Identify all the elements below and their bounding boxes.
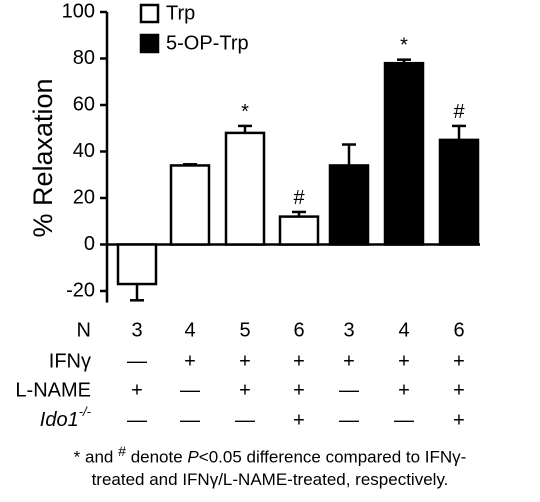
bar (224, 131, 266, 246)
row-label: Ido1-/- (40, 404, 92, 431)
y-tick-label: 80 (73, 47, 95, 69)
row-cell: — (235, 409, 255, 431)
y-tick-label: 60 (73, 93, 95, 115)
row-cell: — (180, 379, 200, 401)
footnote-text-2: denote (125, 447, 188, 467)
y-tick-label: 20 (73, 186, 95, 208)
row-cell: — (339, 379, 359, 401)
row-cell: 5 (239, 319, 250, 341)
row-cell: — (127, 350, 147, 372)
significance-mark: * (241, 101, 249, 123)
bar (383, 61, 425, 246)
condition-table: N 3 4 5 6 3 4 6 IFNγ — + + + + + + L-NAME + — + + — + + Ido1-/- —… (15, 319, 464, 431)
bar (328, 164, 370, 246)
row-label-superscript: -/- (79, 404, 92, 419)
relaxation-chart: -20 0 20 40 60 80 100 * # * # Trp 5-OP-Trp N 3 4 5 6 3 4… (15, 0, 480, 431)
significance-mark: * (400, 35, 408, 57)
row-cell: — (127, 409, 147, 431)
row-cell: 4 (184, 319, 195, 341)
row-label: IFNγ (49, 350, 91, 372)
row-cell: + (453, 409, 465, 431)
row-cell: 6 (453, 319, 464, 341)
row-cell: + (239, 379, 251, 401)
row-cell: + (453, 379, 465, 401)
y-tick-label: 0 (84, 233, 95, 255)
row-cell: + (239, 350, 251, 372)
row-cell: + (184, 350, 196, 372)
bars: * # * # (116, 35, 480, 302)
footnote-text-3: <0.05 difference compared to IFNγ- (198, 447, 467, 467)
row-cell: 6 (293, 319, 304, 341)
row-cell: + (343, 350, 355, 372)
significance-mark: # (293, 187, 305, 209)
legend: Trp 5-OP-Trp (139, 2, 249, 54)
footnote-line-2: treated and IFNγ/L-NAME-treated, respect… (91, 469, 449, 489)
axes: -20 0 20 40 60 80 100 (62, 0, 480, 303)
row-cell: + (293, 409, 305, 431)
row-cell: + (453, 350, 465, 372)
legend-swatch (139, 3, 160, 24)
row-cell: + (131, 379, 143, 401)
y-tick-label: -20 (66, 279, 95, 301)
bar (278, 215, 320, 246)
row-cell: 4 (398, 319, 409, 341)
row-cell: — (339, 409, 359, 431)
row-label-main: Ido1 (40, 409, 79, 431)
footnote-p: P (187, 447, 199, 467)
y-tick-label: 40 (73, 140, 95, 162)
row-cell: — (394, 409, 414, 431)
row-cell: + (293, 350, 305, 372)
bar (116, 243, 158, 286)
footnote-hash: # (118, 444, 126, 460)
row-cell: 3 (131, 319, 142, 341)
footnote-text-1: * and (73, 447, 119, 467)
row-label: N (77, 319, 91, 341)
significance-mark: # (453, 101, 465, 123)
y-tick-label: 100 (62, 0, 95, 22)
row-cell: + (398, 350, 410, 372)
row-cell: + (398, 379, 410, 401)
legend-swatch (139, 33, 160, 54)
legend-label: Trp (166, 2, 195, 24)
footnote: * and # denote P<0.05 difference compare… (0, 441, 540, 491)
legend-label: 5-OP-Trp (166, 32, 249, 54)
row-cell: — (180, 409, 200, 431)
bar (169, 164, 211, 246)
footnote-line-1: * and # denote P<0.05 difference compare… (0, 441, 540, 469)
y-axis-label: % Relaxation (28, 78, 58, 237)
row-cell: + (293, 379, 305, 401)
row-cell: 3 (343, 319, 354, 341)
bar (438, 138, 480, 246)
row-label: L-NAME (15, 379, 91, 401)
